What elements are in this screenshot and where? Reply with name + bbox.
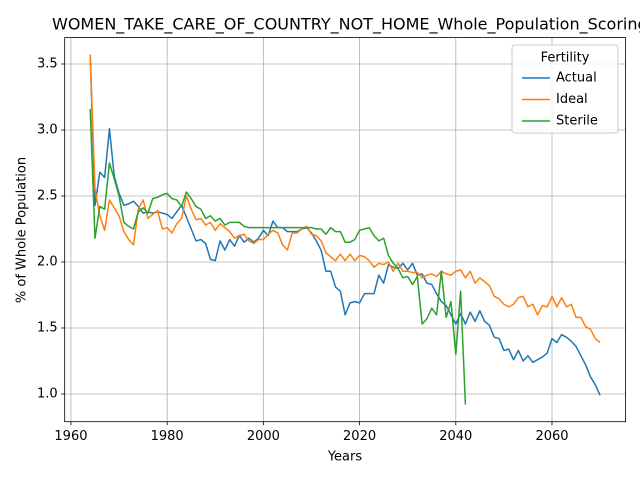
- y-tick-label: 1.5: [37, 320, 58, 335]
- legend: Fertility Actual Ideal Sterile: [511, 44, 619, 134]
- y-tick-label: 3.0: [37, 122, 58, 137]
- legend-title: Fertility: [541, 51, 590, 66]
- legend-label: Sterile: [556, 114, 598, 129]
- y-tick-label: 2.0: [37, 254, 58, 269]
- chart-title: WOMEN_TAKE_CARE_OF_COUNTRY_NOT_HOME_Whol…: [52, 15, 640, 35]
- x-tick-label: 2040: [439, 429, 472, 444]
- ticks: 1960 1980 2000 2020 2040 2060 1.0 1.5 2.0 2.5 3.0 3…: [37, 56, 569, 444]
- x-tick-label: 2060: [535, 429, 568, 444]
- series-line: [89, 108, 467, 405]
- series-line: [89, 54, 601, 396]
- x-tick-label: 2020: [343, 429, 376, 444]
- plot-lines: [89, 54, 601, 405]
- y-tick-label: 3.5: [37, 56, 58, 71]
- legend-box: [511, 44, 619, 134]
- series-line: [89, 54, 601, 344]
- x-tick-label: 1980: [151, 429, 184, 444]
- y-tick-label: 1.0: [37, 386, 58, 401]
- plot-frame: [64, 37, 627, 423]
- legend-label: Actual: [556, 71, 597, 86]
- x-tick-label: 2000: [247, 429, 280, 444]
- legend-label: Ideal: [556, 92, 588, 107]
- x-axis-label: Years: [327, 450, 363, 465]
- x-tick-label: 1960: [54, 429, 87, 444]
- y-tick-label: 2.5: [37, 188, 58, 203]
- y-axis-label: % of Whole Population: [15, 157, 30, 303]
